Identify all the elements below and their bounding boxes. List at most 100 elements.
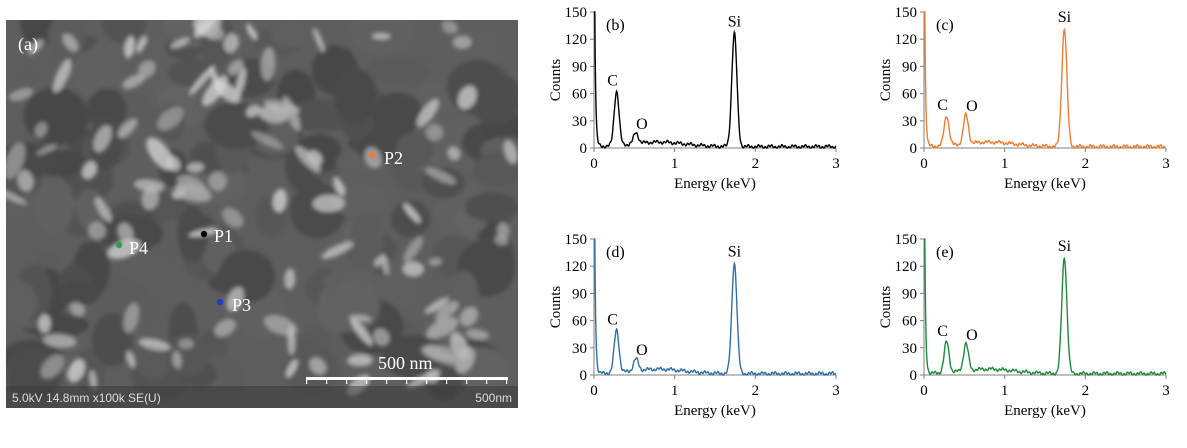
y-tick-label: 60 [902,314,917,330]
sem-grain [23,87,89,146]
peak-label-o: O [636,116,648,133]
peak-label-o: O [636,342,648,359]
spectrum-series-line [924,11,1166,149]
spectrum-chart-b: 0 30 60 90 120 150 0 1 2 3 Counts Energy (keV) (b) C O… [548,5,840,192]
peak-label-si: Si [728,243,742,260]
sem-grain-edge [117,222,134,243]
sem-panel-label: (a) [18,34,38,55]
peak-label-si: Si [1058,238,1072,255]
scale-bar-tick [486,380,488,384]
sem-grain [460,20,502,72]
sem-grain-edge [258,105,289,123]
y-tick-label: 30 [902,114,917,130]
p4-marker [115,241,123,249]
sem-grain [270,20,312,48]
sem-grain-edge [425,124,444,141]
x-tick-label: 1 [671,383,679,399]
p4-label: P4 [129,238,148,258]
p1-marker [200,230,208,238]
peak-label-c: C [937,323,948,340]
sem-grain-edge [172,351,182,369]
sem-grain-edge [222,207,244,228]
sem-point-p4: P4 [115,238,148,258]
sem-grain-edge [435,301,459,322]
x-axis-label: Energy (keV) [1004,403,1086,419]
peak-label-c: C [937,97,948,114]
sem-grain-edge [178,338,194,349]
x-tick-label: 3 [1162,383,1170,399]
sem-grain [286,337,321,384]
x-tick-label: 0 [920,383,928,399]
sem-grain-edge [186,162,205,173]
x-tick-label: 0 [590,383,598,399]
y-tick-label: 60 [572,87,587,103]
spectrum-series-line [594,238,837,376]
sem-grain-edge [260,47,276,82]
sem-grain [86,88,127,132]
y-tick-label: 0 [910,368,918,384]
sem-grain-edge [126,350,136,369]
sem-grain-edge [295,146,321,173]
sem-grain-edge [350,318,373,346]
sem-grain-edge [321,241,354,259]
sem-grain-edge [133,179,165,192]
sem-grain-edge [272,188,287,213]
sem-grain-edge [287,325,296,355]
sem-grain-edge [282,96,301,131]
sem-grain [333,67,377,124]
sem-footer-left: 5.0kV 14.8mm x100k SE(U) [12,391,161,405]
sem-footer-right: 500nm [475,391,512,405]
sem-grain-edge [27,39,44,55]
y-tick-label: 150 [565,6,588,21]
sem-grain [73,347,107,393]
sem-grain-edge [117,119,137,139]
sem-grain-edge [8,88,33,101]
sem-grain [472,152,518,188]
sem-grain-edge [421,344,461,362]
sem-grain-edge [426,316,459,339]
sem-grain-edge [88,221,107,240]
sem-grain-edge [138,338,171,351]
p3-label: P3 [232,295,251,315]
scale-bar-tick [326,380,328,384]
sem-grain-edge [381,254,390,275]
x-tick-label: 2 [1082,383,1090,399]
y-axis-label: Counts [878,286,894,329]
peak-label-c: C [607,311,618,328]
sem-grain-edge [166,155,181,172]
sem-grain-edge [452,35,472,49]
spectrum-series-line [594,11,837,149]
peak-label-c: C [607,73,618,90]
sem-grain-edge [189,65,215,95]
peak-label-o: O [966,327,978,344]
sem-grain-edge [93,125,112,153]
scale-bar-tick [406,380,408,384]
y-axis-label: Counts [548,59,564,102]
x-tick-label: 3 [832,156,840,172]
sem-grain-edge [38,314,51,334]
sem-grain-edge [428,257,442,266]
p3-marker [216,298,224,306]
sem-grain-edge [246,104,261,118]
y-axis-label: Counts [878,59,894,102]
sem-grain-edge [312,194,345,213]
sem-grain-edge [373,328,390,346]
spectrum-panel-c: 0 30 60 90 120 150 0 1 2 3 Counts Energy (keV) (c) C O… [878,5,1178,212]
panel-label: (e) [936,244,954,261]
y-tick-label: 30 [572,341,587,357]
spectrum-panel-d: 0 30 60 90 120 150 0 1 2 3 Counts Energy (keV) (d) C O… [548,232,848,439]
sem-grain [101,20,147,44]
sem-grain-edge [333,177,345,196]
x-tick-label: 1 [1001,156,1009,172]
scale-bar-tick [506,380,508,384]
sem-grain-edge [251,131,283,149]
scale-bar-line [306,377,508,380]
sem-grain-edge [347,354,373,367]
sem-grain-edge [425,167,457,185]
scale-bar-tick [346,380,348,384]
x-tick-label: 2 [752,156,760,172]
sem-grain-edge [313,28,325,53]
sem-grain-edge [122,73,145,89]
sem-grain [371,92,424,135]
sem-grain-edge [416,99,439,127]
